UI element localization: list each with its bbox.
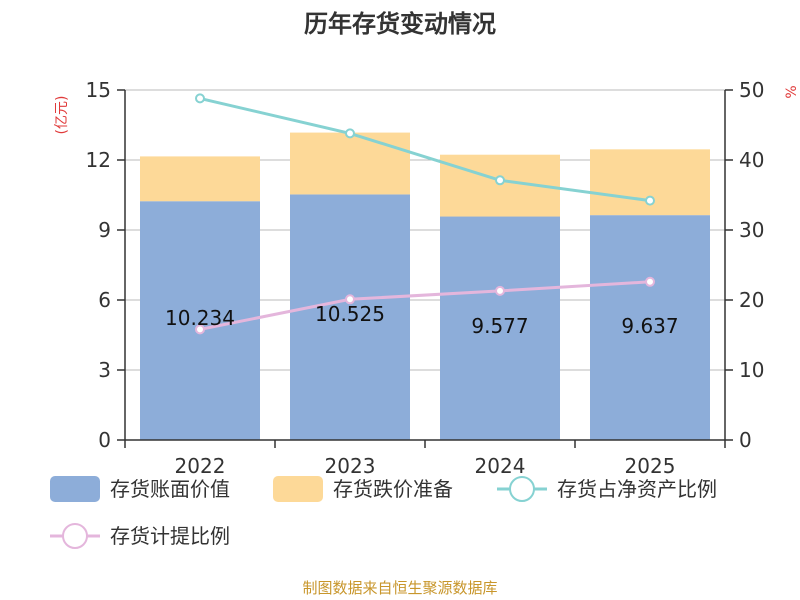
share-point: [345, 128, 355, 139]
left-tick-label: 0: [98, 428, 111, 452]
right-axis-unit: %: [784, 85, 800, 98]
left-tick-label: 6: [98, 288, 111, 312]
legend-label: 存货占净资产比例: [557, 477, 717, 501]
provision-point: [495, 285, 505, 296]
legend-marker-share: [509, 476, 535, 502]
legend-label: 存货账面价值: [110, 477, 230, 501]
bar-book-value: [290, 194, 410, 440]
data-label: 9.637: [621, 314, 678, 338]
axes: 0 3 6 9 12 15 0 10 20 30 40 50 2022 2023 2024 2025: [86, 78, 765, 478]
right-tick-label: 40: [739, 148, 764, 172]
lines: [195, 93, 655, 335]
source-note: 制图数据来自恒生聚源数据库: [302, 579, 497, 597]
legend-label: 存货跌价准备: [333, 477, 453, 501]
provision-point: [645, 276, 655, 287]
legend-marker-provision: [62, 523, 88, 549]
share-point: [195, 93, 205, 104]
left-tick-label: 9: [98, 218, 111, 242]
x-tick-label: 2025: [625, 454, 676, 478]
data-label: 10.525: [315, 302, 385, 326]
bars: [140, 132, 710, 440]
bar-book-value: [440, 216, 560, 440]
provision-point: [345, 294, 355, 305]
bar-reserve: [140, 156, 260, 202]
right-tick-label: 10: [739, 358, 764, 382]
left-tick-label: 3: [98, 358, 111, 382]
right-tick-label: 50: [739, 78, 764, 102]
left-axis-unit: (亿元): [54, 96, 70, 135]
x-tick-label: 2023: [325, 454, 376, 478]
data-label: 9.577: [471, 314, 528, 338]
provision-point: [195, 324, 205, 335]
legend-label: 存货计提比例: [110, 524, 230, 548]
share-point: [645, 195, 655, 206]
legend-swatch-book-value: [50, 476, 100, 502]
share-line: [199, 96, 651, 203]
left-tick-label: 15: [86, 78, 111, 102]
data-labels: 10.234 10.525 9.577 9.637: [165, 302, 679, 338]
x-tick-label: 2022: [175, 454, 226, 478]
right-tick-label: 30: [739, 218, 764, 242]
bar-book-value: [590, 215, 710, 440]
left-tick-label: 12: [86, 148, 111, 172]
share-point: [495, 175, 505, 186]
right-tick-label: 0: [739, 428, 752, 452]
bar-reserve: [290, 132, 410, 195]
data-label: 10.234: [165, 306, 235, 330]
provision-line: [199, 280, 651, 331]
legend-swatch-reserve: [273, 476, 323, 502]
x-tick-label: 2024: [475, 454, 526, 478]
right-tick-label: 20: [739, 288, 764, 312]
chart-title: 历年存货变动情况: [304, 10, 496, 38]
